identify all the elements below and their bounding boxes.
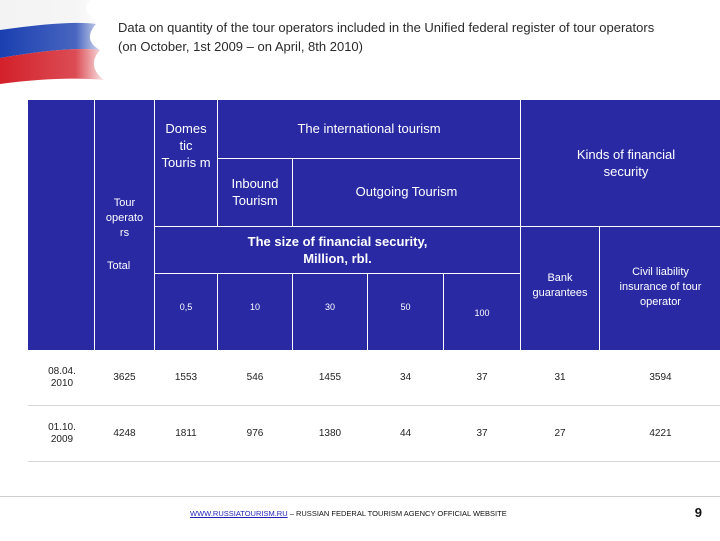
domestic-tourism-header: Domes tic Touris m [155,100,217,226]
amount-cell-0: 0,5 [155,274,217,350]
amount-cell-2: 30 [293,274,367,350]
footer-text: – RUSSIAN FEDERAL TOURISM AGENCY OFFICIA… [287,509,507,518]
title-line-1: Data on quantity of the tour operators i… [118,20,655,35]
amount-cell-3: 50 [368,274,443,350]
russian-flag-logo [0,0,108,84]
row-value: 34 [399,371,412,383]
kinds-of-security-header: Kinds of financial security [521,100,720,226]
amount-cell-4: 100 [444,274,520,350]
row-date: 08.04. 2010 [48,365,76,390]
table-row: 01.10. 2009 4248 1811 976 1380 44 37 27 … [28,406,720,462]
row-value: 4248 [113,427,136,439]
international-tourism-header: The international tourism [218,100,520,158]
row-value: 44 [399,427,412,439]
inbound-tourism-header: Inbound Tourism [218,159,292,226]
amount-cell-1: 10 [218,274,292,350]
outgoing-tourism-header: Outgoing Tourism [293,159,520,226]
title-line-2: (on October, 1st 2009 – on April, 8th 20… [118,39,363,54]
date-column-header [28,100,94,350]
row-value: 37 [476,427,488,439]
website-link[interactable]: WWW.RUSSIATOURISM.RU [190,509,288,518]
row-value: 1811 [175,427,197,439]
table-row: 08.04. 2010 3625 1553 546 1455 34 37 31 … [28,350,720,406]
security-size-header: The size of financial security, Million,… [155,227,520,273]
slide-title: Data on quantity of the tour operators i… [118,18,708,56]
row-value: 3594 [649,371,672,383]
row-value: 31 [554,371,566,383]
page-number: 9 [694,505,702,520]
row-value: 1455 [318,371,342,383]
footer: WWW.RUSSIATOURISM.RU – RUSSIAN FEDERAL T… [0,496,720,541]
row-value: 4221 [649,427,672,439]
row-value: 976 [246,427,264,439]
row-value: 3625 [113,371,136,383]
civil-liability-header: Civil liability insurance of tour operat… [600,227,720,350]
row-value: 546 [246,371,264,383]
footer-source: WWW.RUSSIATOURISM.RU – RUSSIAN FEDERAL T… [190,509,507,518]
row-date: 01.10. 2009 [48,421,76,446]
row-value: 1380 [318,427,342,439]
tour-operators-label: Tour operato rs [105,197,144,239]
row-value: 37 [476,371,488,383]
tour-operators-total-header: Tour operato rs Total [95,100,154,350]
total-label: Total [107,260,131,272]
bank-guarantees-header: Bank guarantees [521,227,599,350]
row-value: 1553 [174,371,198,383]
table-header: Tour operato rs Total Domes tic Touris m… [28,100,720,350]
row-value: 27 [554,427,566,439]
